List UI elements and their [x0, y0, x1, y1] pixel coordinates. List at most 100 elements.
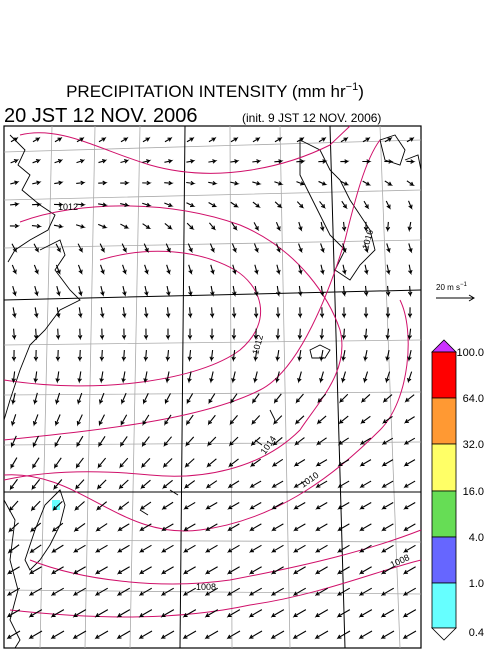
wind-arrow — [358, 566, 372, 575]
wind-arrow — [315, 459, 328, 467]
wind-arrow — [402, 587, 417, 597]
coast-north — [379, 134, 422, 171]
wind-arrow — [402, 630, 417, 640]
wind-arrow — [230, 181, 240, 186]
wind-arrow — [184, 458, 195, 469]
wind-arrow — [187, 328, 193, 341]
wind-arrow — [249, 544, 262, 554]
wind-arrow — [359, 502, 372, 510]
wind-arrow — [254, 264, 259, 276]
longitude-lines — [39, 125, 401, 649]
wind-arrow — [187, 243, 193, 254]
wind-arrow — [338, 415, 349, 425]
isobar — [3, 139, 381, 441]
wind-arrow — [342, 243, 347, 254]
wind-arrow — [94, 630, 109, 640]
wind-arrow — [319, 201, 327, 209]
wind-arrow — [231, 328, 237, 341]
wind-arrow — [232, 285, 237, 297]
wind-arrow — [319, 307, 325, 319]
wind-arrow — [319, 371, 324, 384]
wind-arrow — [186, 180, 196, 186]
wind-arrow — [275, 328, 281, 341]
wind-arrow — [293, 523, 306, 532]
wind-arrow — [204, 587, 219, 597]
wind-arrow — [99, 264, 105, 275]
wind-arrow — [248, 609, 263, 618]
wind-arrow — [186, 414, 194, 426]
wind-arrow — [9, 500, 19, 512]
wind-arrow — [97, 457, 107, 469]
wind-arrow — [205, 480, 218, 489]
wind-arrow — [187, 307, 193, 319]
wind-arrow — [99, 243, 106, 253]
wind-arrow — [380, 609, 395, 618]
isobar — [29, 529, 422, 585]
wind-arrow — [253, 222, 260, 232]
wind-arrow — [362, 159, 372, 164]
wind-arrow — [270, 566, 284, 575]
wind-arrow — [361, 394, 371, 404]
wind-arrow — [6, 566, 20, 575]
wind-arrow — [143, 328, 149, 341]
wind-arrow — [32, 136, 41, 143]
wind-arrow — [226, 609, 241, 618]
wind-arrow — [50, 630, 65, 640]
wind-arrow — [182, 609, 197, 618]
wind-arrow — [231, 371, 236, 384]
wind-arrow — [75, 479, 85, 491]
wind-arrow — [204, 566, 218, 575]
wind-arrow — [140, 479, 151, 490]
wind-arrow — [271, 502, 284, 510]
wind-arrow — [404, 416, 415, 424]
wind-arrow — [342, 264, 347, 276]
wind-arrow — [359, 459, 372, 467]
wind-arrow — [407, 285, 413, 297]
coast-mainland — [3, 134, 81, 421]
wind-arrow — [10, 435, 17, 449]
wind-arrow — [100, 285, 105, 297]
wind-arrow — [314, 587, 329, 597]
wind-arrow — [272, 437, 283, 447]
wind-arrow — [99, 328, 105, 341]
wind-arrow — [276, 243, 281, 254]
wind-arrow — [9, 478, 18, 491]
colorbar-label: 4.0 — [469, 532, 484, 544]
wind-arrow — [143, 349, 149, 362]
wind-arrow — [231, 349, 236, 362]
wind-arrow — [229, 415, 238, 426]
wind-arrow — [337, 480, 350, 489]
wind-arrow — [183, 523, 196, 532]
wind-arrow — [210, 285, 215, 297]
wind-arrow — [230, 136, 239, 143]
wind-arrow — [32, 202, 42, 207]
wind-arrow — [315, 502, 328, 510]
wind-arrow — [56, 285, 61, 297]
wind-arrow — [138, 630, 153, 640]
wind-arrow — [138, 566, 152, 575]
wind-arrow — [230, 201, 240, 208]
wind-arrow — [33, 243, 40, 253]
wind-arrow — [408, 200, 413, 210]
wind-arrow — [98, 202, 108, 207]
wind-arrow — [385, 200, 392, 210]
wind-arrow — [32, 158, 42, 164]
colorbar-segment — [431, 536, 457, 584]
colorbar-segment — [431, 397, 457, 445]
wind-arrow — [298, 243, 303, 254]
wind-arrow — [226, 566, 240, 575]
wind-arrow — [276, 264, 281, 276]
wind-arrow — [384, 136, 393, 143]
wind-arrow — [208, 202, 218, 208]
wind-arrow — [144, 264, 149, 275]
wind-arrow — [362, 180, 372, 186]
wind-arrow — [380, 630, 395, 640]
wind-arrow — [76, 136, 85, 143]
wind-arrow — [204, 609, 219, 618]
wind-arrow — [206, 458, 217, 468]
wind-arrow — [297, 349, 302, 362]
wind-arrow — [340, 180, 350, 186]
wind-arrow — [6, 609, 21, 618]
wind-arrow — [314, 566, 328, 575]
wind-arrow — [273, 393, 282, 405]
